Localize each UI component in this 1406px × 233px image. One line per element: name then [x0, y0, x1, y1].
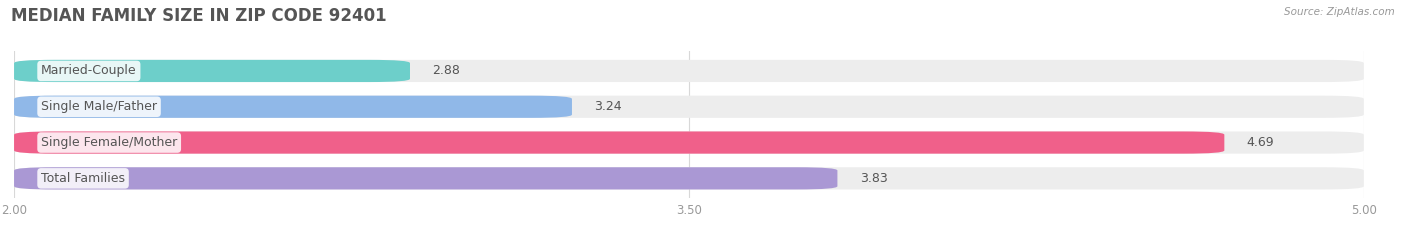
FancyBboxPatch shape: [14, 60, 411, 82]
FancyBboxPatch shape: [14, 131, 1225, 154]
Text: 4.69: 4.69: [1247, 136, 1274, 149]
Text: Source: ZipAtlas.com: Source: ZipAtlas.com: [1284, 7, 1395, 17]
Text: 3.83: 3.83: [860, 172, 887, 185]
Text: Single Male/Father: Single Male/Father: [41, 100, 157, 113]
FancyBboxPatch shape: [14, 96, 1364, 118]
FancyBboxPatch shape: [14, 96, 572, 118]
Text: Total Families: Total Families: [41, 172, 125, 185]
FancyBboxPatch shape: [14, 167, 838, 189]
FancyBboxPatch shape: [14, 60, 1364, 82]
Text: 2.88: 2.88: [433, 65, 460, 77]
Text: Married-Couple: Married-Couple: [41, 65, 136, 77]
FancyBboxPatch shape: [14, 167, 1364, 189]
Text: MEDIAN FAMILY SIZE IN ZIP CODE 92401: MEDIAN FAMILY SIZE IN ZIP CODE 92401: [11, 7, 387, 25]
Text: 3.24: 3.24: [595, 100, 621, 113]
FancyBboxPatch shape: [14, 131, 1364, 154]
Text: Single Female/Mother: Single Female/Mother: [41, 136, 177, 149]
